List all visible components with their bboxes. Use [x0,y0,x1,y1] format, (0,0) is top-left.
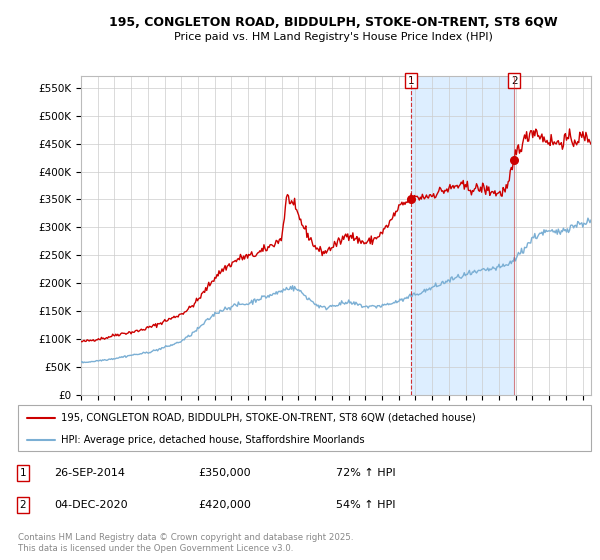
Text: 195, CONGLETON ROAD, BIDDULPH, STOKE-ON-TRENT, ST8 6QW (detached house): 195, CONGLETON ROAD, BIDDULPH, STOKE-ON-… [61,413,476,423]
Text: Contains HM Land Registry data © Crown copyright and database right 2025.
This d: Contains HM Land Registry data © Crown c… [18,534,353,553]
Text: 2: 2 [511,76,518,86]
Text: 54% ↑ HPI: 54% ↑ HPI [336,500,395,510]
Text: £420,000: £420,000 [198,500,251,510]
Text: Price paid vs. HM Land Registry's House Price Index (HPI): Price paid vs. HM Land Registry's House … [173,32,493,42]
Text: 04-DEC-2020: 04-DEC-2020 [54,500,128,510]
Bar [411,76,514,395]
Text: 1: 1 [19,468,26,478]
Text: 195, CONGLETON ROAD, BIDDULPH, STOKE-ON-TRENT, ST8 6QW: 195, CONGLETON ROAD, BIDDULPH, STOKE-ON-… [109,16,557,29]
Text: 72% ↑ HPI: 72% ↑ HPI [336,468,395,478]
Text: 26-SEP-2014: 26-SEP-2014 [54,468,125,478]
Text: 2: 2 [19,500,26,510]
Text: HPI: Average price, detached house, Staffordshire Moorlands: HPI: Average price, detached house, Staf… [61,435,365,445]
Text: 1: 1 [407,76,414,86]
Text: £350,000: £350,000 [198,468,251,478]
FancyBboxPatch shape [18,405,591,451]
